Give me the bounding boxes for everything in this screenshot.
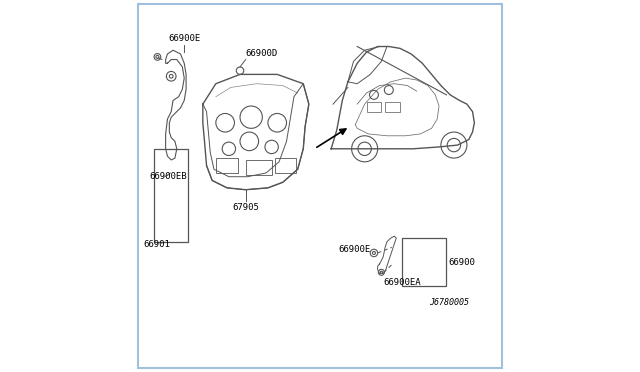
Text: 66900EB: 66900EB bbox=[150, 172, 188, 181]
Text: 66900E: 66900E bbox=[338, 245, 370, 254]
Bar bbox=[385, 102, 400, 112]
Bar bbox=[367, 102, 381, 112]
Text: 66900: 66900 bbox=[449, 258, 476, 267]
Text: 66900EA: 66900EA bbox=[383, 278, 421, 287]
Bar bbox=[216, 158, 238, 173]
Bar bbox=[154, 149, 188, 242]
Text: 66900D: 66900D bbox=[246, 49, 278, 58]
Bar bbox=[402, 238, 447, 286]
Bar bbox=[246, 160, 271, 175]
Bar bbox=[275, 158, 296, 173]
Text: 66901: 66901 bbox=[143, 240, 170, 249]
Text: J6780005: J6780005 bbox=[429, 298, 468, 307]
Text: 67905: 67905 bbox=[232, 203, 259, 212]
Text: 66900E: 66900E bbox=[168, 34, 200, 43]
